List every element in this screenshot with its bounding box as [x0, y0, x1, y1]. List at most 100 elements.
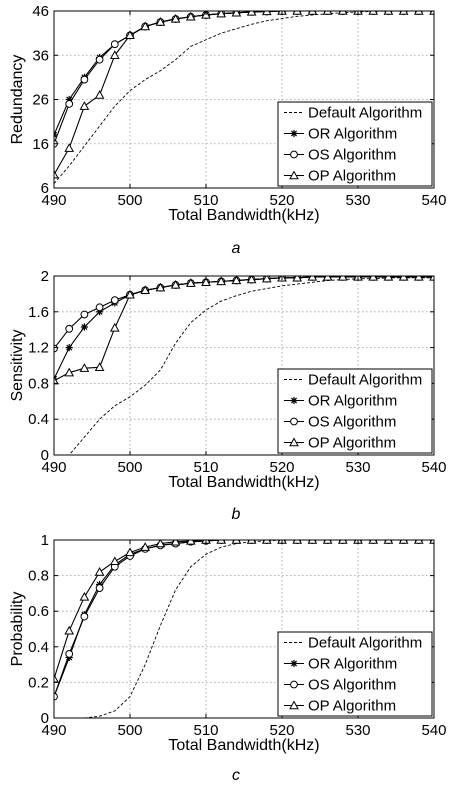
legend-box	[277, 368, 433, 454]
x-tick-label: 540	[421, 722, 446, 739]
series-3-point	[201, 277, 211, 286]
series-3-point	[155, 17, 166, 26]
series-3-point	[231, 11, 242, 17]
series-3-point	[368, 540, 379, 544]
y-tick-label: 36	[32, 47, 49, 64]
series-2-point	[95, 55, 104, 64]
y-tick-label: 0	[41, 710, 49, 727]
x-tick-label: 490	[41, 459, 66, 476]
legend-box	[277, 101, 433, 187]
series-3-point	[216, 11, 227, 18]
series-3-point	[79, 101, 90, 110]
axes-frame	[53, 275, 435, 456]
legend-box	[277, 631, 433, 717]
chart-panel-c: 490 500 510 520 530 540 0 0.2 0.4 0.6 0.8 1 Total Ba…	[9, 532, 447, 784]
series-3-point	[398, 11, 409, 15]
series-2-point	[65, 650, 74, 658]
legend: Default Algorithm OR Algorithm OS Algorith…	[277, 101, 433, 187]
panel-caption: c	[232, 767, 240, 784]
series-3-point	[109, 50, 120, 59]
series-3-point	[337, 11, 348, 15]
y-tick-label: 46	[32, 3, 49, 20]
legend-label: Default Algorithm	[308, 372, 422, 389]
x-tick-label: 510	[193, 192, 218, 209]
series-3-point	[322, 11, 333, 15]
series-3-point	[54, 169, 59, 179]
y-tick-label: 1.6	[28, 304, 49, 321]
series-3-point	[64, 367, 75, 377]
panel-caption: b	[232, 506, 241, 523]
x-tick-label: 510	[193, 722, 218, 739]
series-3-point	[109, 322, 120, 332]
y-axis-label: Probability	[9, 592, 26, 667]
y-axis-label: Redundancy	[9, 55, 26, 145]
series-1-point	[96, 308, 104, 316]
series-3-point	[216, 540, 227, 544]
series-2-point	[65, 324, 74, 333]
y-tick-label: 0.2	[28, 674, 49, 691]
y-tick-label: 26	[32, 92, 49, 109]
legend-marker	[290, 417, 298, 426]
plot-area	[54, 276, 434, 455]
series-3-point	[54, 375, 59, 385]
series-1-point	[65, 344, 73, 352]
y-tick-label: 0.8	[28, 568, 49, 585]
series-3-point	[383, 540, 394, 544]
legend-label: OS Algorithm	[308, 414, 396, 431]
series-2-point	[95, 303, 104, 312]
series-3-point	[155, 540, 166, 548]
legend-label: OP Algorithm	[308, 435, 396, 452]
legend-label: OP Algorithm	[308, 698, 396, 715]
series-3-point	[246, 540, 257, 544]
series-2-point	[80, 310, 89, 319]
x-tick-label: 530	[345, 722, 370, 739]
series-3-point	[140, 21, 151, 31]
series-2-point	[54, 344, 58, 353]
series-3-point	[94, 90, 105, 99]
series-3-point	[246, 276, 257, 284]
series-3-point	[337, 540, 348, 544]
series-1-point	[80, 323, 88, 331]
series-line-1	[54, 276, 434, 380]
legend-marker	[290, 396, 298, 405]
y-tick-label: 1.2	[28, 340, 49, 357]
series-3-point	[292, 540, 303, 544]
x-tick-label: 500	[117, 192, 142, 209]
series-3-point	[125, 289, 135, 299]
y-tick-label: 6	[41, 180, 49, 197]
series-3-point	[368, 11, 379, 15]
x-tick-label: 520	[269, 459, 294, 476]
series-2-point	[110, 296, 119, 305]
series-2-point	[54, 692, 58, 701]
series-line-0	[83, 540, 434, 718]
series-3-point	[261, 276, 272, 283]
series-1-point	[65, 95, 73, 104]
series-3-point	[429, 11, 434, 15]
series-3-point	[261, 540, 272, 544]
series-line-3	[54, 540, 434, 680]
series-3-point	[109, 556, 120, 566]
panel-caption: a	[232, 240, 241, 257]
legend-label: OR Algorithm	[308, 393, 397, 410]
series-3-point	[307, 540, 318, 544]
x-tick-label: 500	[117, 459, 142, 476]
series-2-point	[80, 75, 89, 84]
legend-label: OR Algorithm	[308, 126, 397, 143]
x-tick-label: 510	[193, 459, 218, 476]
y-tick-label: 0.4	[28, 639, 49, 656]
series-3-point	[413, 540, 424, 544]
legend-label: OR Algorithm	[308, 656, 397, 673]
y-tick-label: 0.4	[28, 411, 49, 428]
x-tick-label: 520	[269, 722, 294, 739]
legend-marker	[289, 700, 299, 710]
x-tick-label: 530	[345, 192, 370, 209]
x-tick-label: 530	[345, 459, 370, 476]
series-3-point	[429, 540, 434, 544]
y-tick-label: 2	[41, 268, 49, 285]
series-3-point	[125, 30, 135, 40]
series-3-point	[94, 567, 105, 576]
legend-label: Default Algorithm	[308, 105, 422, 122]
chart-panel-a: 490 500 510 520 530 540 6 16 26 36 46 Total Bandwid…	[9, 3, 447, 257]
y-tick-label: 1	[41, 532, 49, 549]
